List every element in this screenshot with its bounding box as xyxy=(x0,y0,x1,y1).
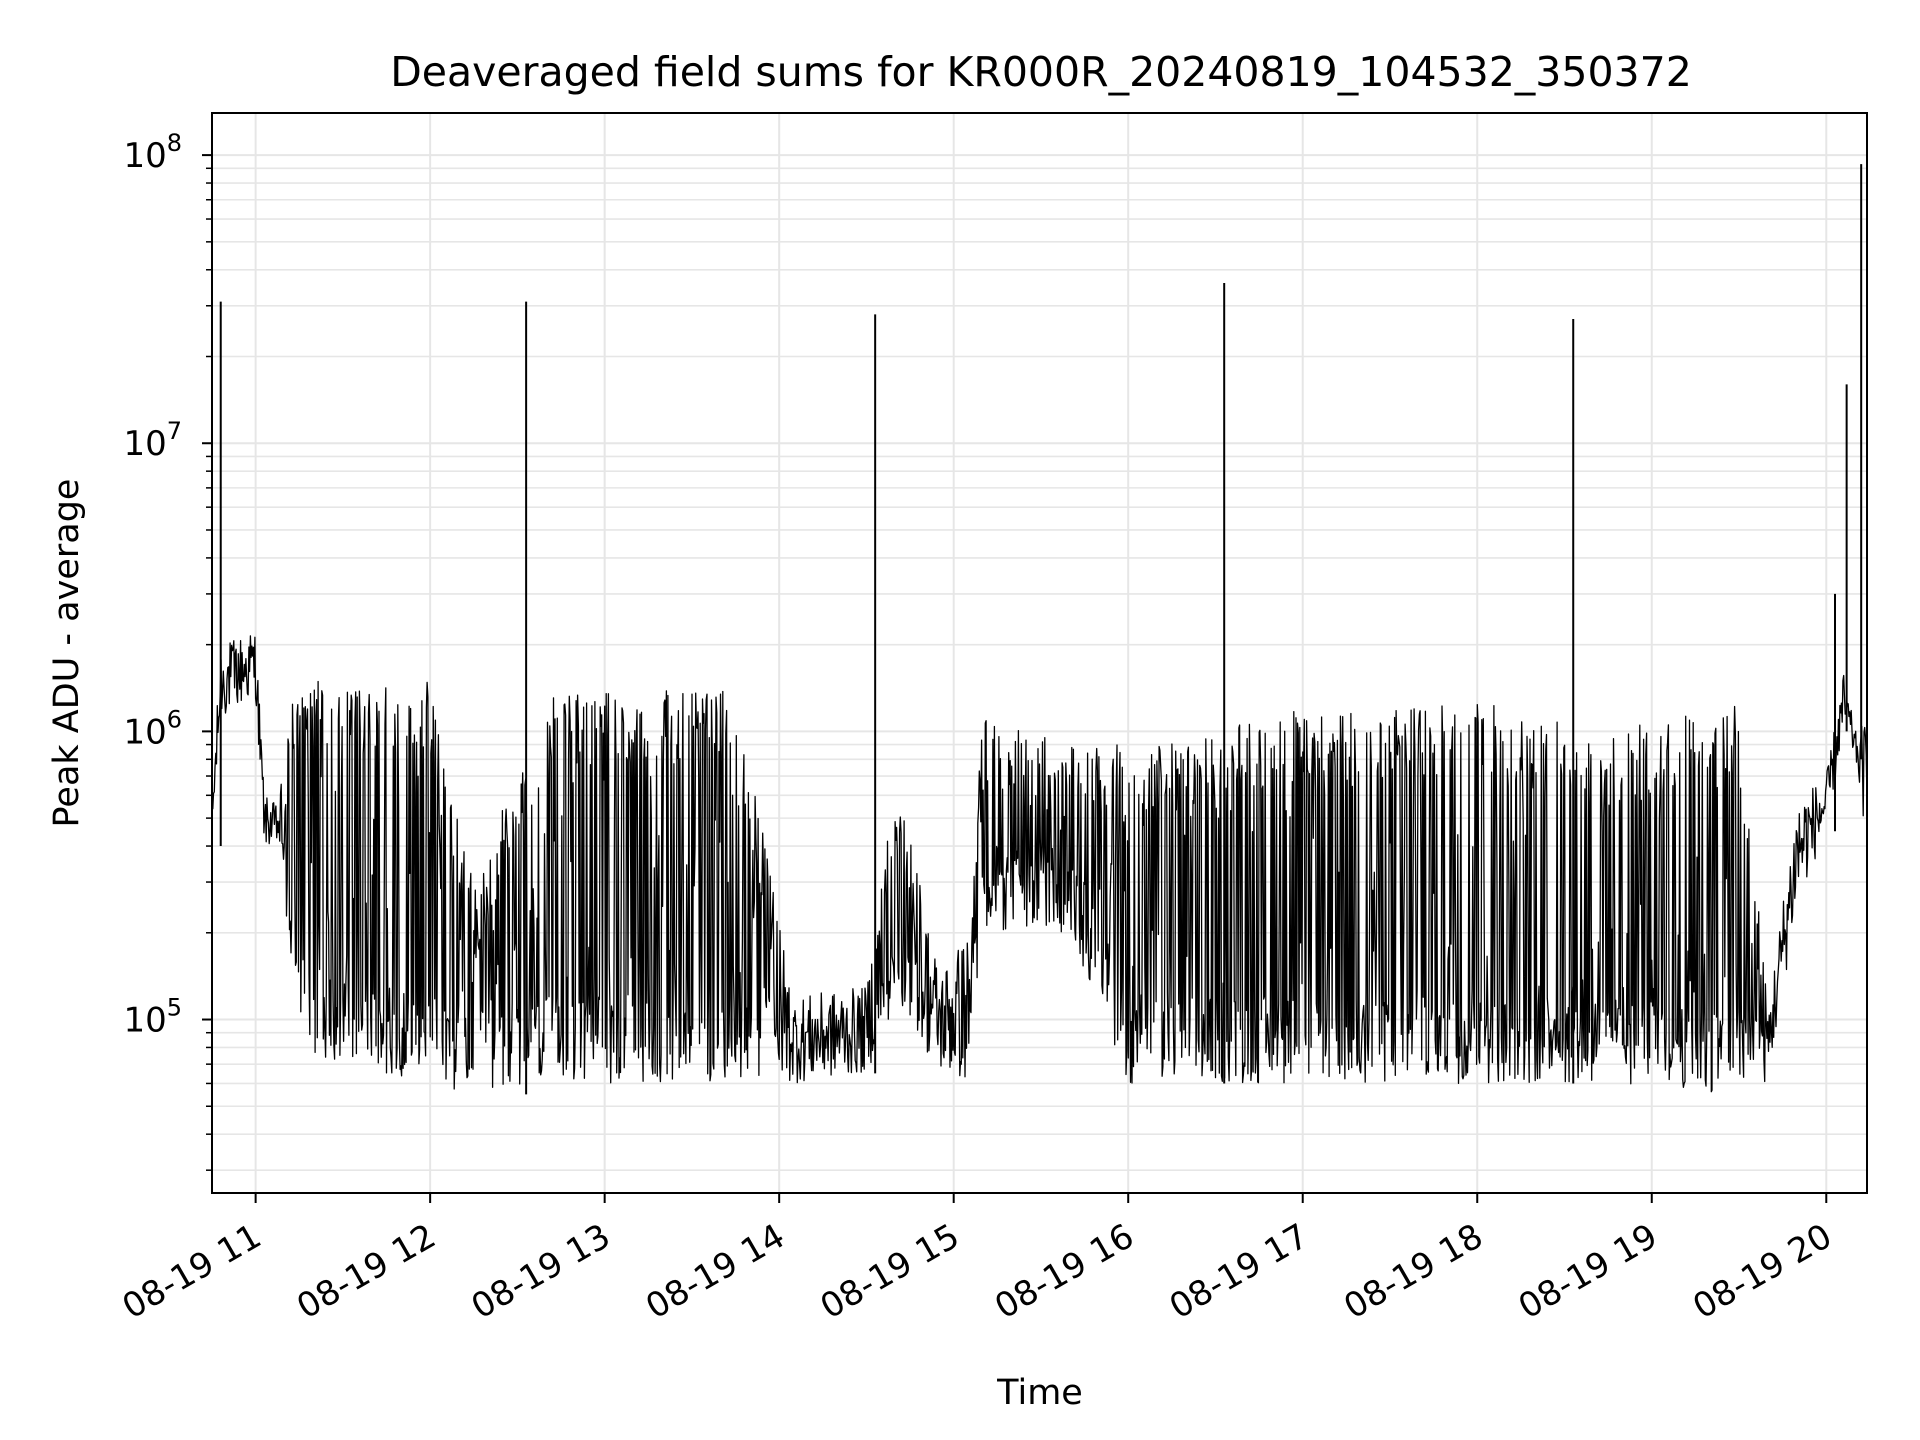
chart-title: Deaveraged field sums for KR000R_2024081… xyxy=(390,48,1692,96)
x-axis-label: Time xyxy=(996,1373,1083,1413)
series-line xyxy=(211,635,1868,1093)
plot-frame xyxy=(211,112,1868,1194)
y-axis: 105 106 107 108 xyxy=(123,129,212,1171)
data-series xyxy=(211,164,1868,1095)
y-tick-label: 107 xyxy=(123,417,182,464)
y-tick-label: 108 xyxy=(123,129,182,176)
y-tick-label: 106 xyxy=(123,705,182,752)
y-axis-label: Peak ADU - average xyxy=(47,479,87,828)
y-tick-label: 105 xyxy=(123,994,182,1041)
